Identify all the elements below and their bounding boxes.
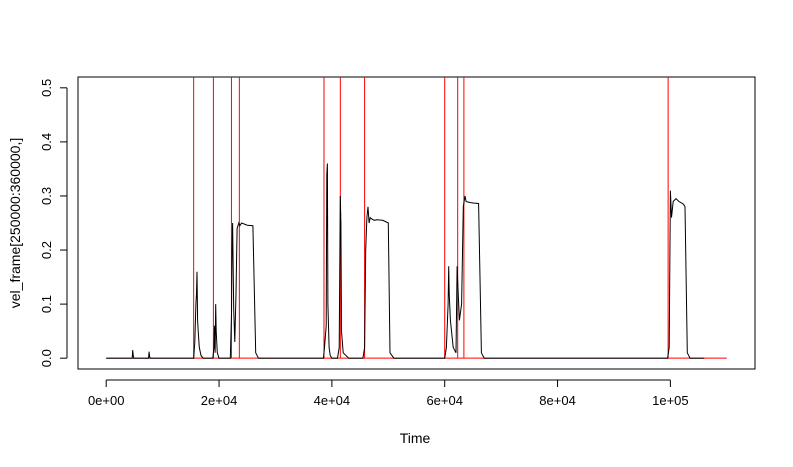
- x-axis-label: Time: [400, 430, 431, 446]
- x-tick-label: 0e+00: [88, 393, 125, 408]
- y-axis: 0.0 0.1 0.2 0.3 0.4 0.5: [39, 79, 68, 367]
- plot-frame: [77, 76, 756, 370]
- x-tick-label: 1e+05: [652, 393, 689, 408]
- y-tick-label: 0.3: [39, 187, 54, 205]
- y-axis-label: vel_frame[250000:360000,]: [7, 138, 23, 308]
- y-tick-label: 0.5: [39, 79, 54, 97]
- series-line: [106, 163, 705, 359]
- x-tick-label: 2e+04: [201, 393, 238, 408]
- x-tick-label: 8e+04: [539, 393, 576, 408]
- y-tick-label: 0.0: [39, 349, 54, 367]
- y-tick-label: 0.4: [39, 133, 54, 151]
- x-tick-label: 6e+04: [426, 393, 463, 408]
- plot-box: [77, 76, 756, 370]
- series-layer: [106, 163, 705, 359]
- marker-lines: [106, 77, 727, 359]
- x-tick-label: 4e+04: [314, 393, 351, 408]
- y-tick-label: 0.2: [39, 241, 54, 259]
- y-tick-label: 0.1: [39, 295, 54, 313]
- x-axis: 0e+00 2e+04 4e+04 6e+04 8e+04 1e+05: [88, 379, 689, 408]
